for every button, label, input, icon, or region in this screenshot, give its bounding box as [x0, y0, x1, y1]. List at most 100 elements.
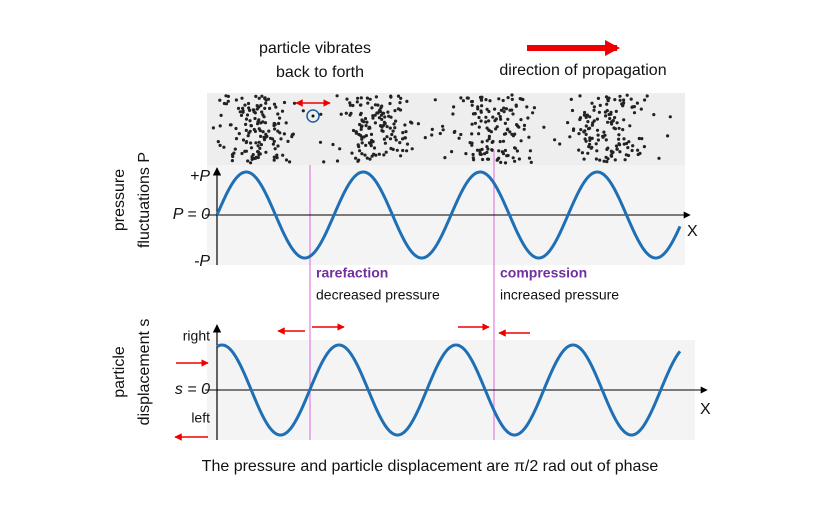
particle: [584, 115, 588, 119]
particle: [487, 109, 491, 114]
particle: [264, 135, 268, 139]
particle: [383, 115, 387, 119]
particle: [553, 138, 557, 142]
particle: [369, 132, 374, 136]
particle: [239, 113, 244, 117]
particle: [652, 113, 656, 117]
particle: [398, 101, 402, 105]
particle: [226, 99, 230, 103]
particle: [433, 98, 437, 102]
particle: [500, 150, 504, 154]
particle: [613, 127, 618, 131]
particle: [368, 157, 372, 161]
particle: [399, 154, 403, 158]
particle: [245, 113, 250, 117]
vibrate-label: back to forth: [276, 64, 364, 81]
particle: [251, 108, 255, 112]
particle: [254, 94, 258, 98]
particle: [394, 138, 398, 142]
tick-label: s = 0: [175, 381, 210, 398]
particle: [621, 128, 625, 132]
particle: [614, 109, 618, 113]
particle: [521, 97, 525, 102]
particle: [632, 105, 637, 109]
y-label: pressure: [111, 169, 128, 231]
particle: [273, 127, 277, 131]
particle: [515, 123, 519, 127]
particle: [318, 140, 323, 144]
particle: [238, 110, 242, 114]
particle: [618, 150, 622, 154]
particle: [626, 146, 630, 150]
particle: [367, 126, 371, 130]
particle: [249, 146, 254, 150]
particle: [377, 116, 381, 120]
particle: [468, 141, 472, 145]
particle: [604, 138, 608, 142]
particle: [470, 132, 474, 136]
particle: [391, 129, 395, 133]
particle: [249, 141, 253, 145]
particle: [360, 141, 364, 145]
particle: [395, 148, 399, 152]
particle: [218, 98, 222, 102]
particle: [348, 113, 352, 117]
particle: [501, 98, 505, 103]
particle: [584, 132, 588, 136]
particle: [272, 155, 276, 159]
particle: [632, 111, 637, 115]
particle: [625, 93, 629, 97]
particle: [525, 105, 529, 109]
particle: [580, 151, 585, 155]
particle: [480, 104, 484, 108]
particle: [615, 121, 619, 125]
particle: [452, 130, 456, 134]
particle: [246, 159, 250, 163]
particle: [263, 106, 267, 110]
particle: [611, 119, 615, 123]
particle: [584, 124, 588, 128]
particle: [522, 123, 527, 127]
particle: [470, 143, 474, 147]
particle: [262, 138, 267, 142]
particle: [234, 137, 239, 141]
particle: [510, 97, 514, 101]
particle: [605, 102, 609, 106]
particle: [514, 103, 518, 107]
particle: [459, 132, 463, 137]
particle: [228, 123, 232, 127]
particle: [490, 140, 494, 144]
particle: [497, 156, 501, 160]
particle: [272, 121, 276, 126]
particle: [381, 111, 385, 115]
particle: [230, 159, 234, 163]
particle: [452, 105, 456, 109]
particle: [403, 136, 407, 140]
particle: [248, 108, 252, 112]
particle: [570, 108, 575, 113]
particle: [374, 95, 378, 99]
particle: [416, 122, 420, 126]
particle: [473, 121, 477, 125]
particle: [595, 128, 600, 132]
particle: [259, 121, 263, 125]
particle: [519, 139, 523, 143]
particle: [260, 94, 264, 98]
particle: [579, 128, 583, 132]
particle: [393, 135, 397, 139]
particle: [253, 129, 257, 133]
particle: [354, 130, 358, 134]
particle: [273, 147, 277, 151]
particle: [244, 128, 248, 132]
particle: [278, 116, 282, 120]
particle: [668, 115, 672, 119]
particle: [371, 140, 375, 144]
particle: [365, 96, 369, 100]
particle: [485, 145, 489, 149]
particle: [249, 161, 253, 165]
particle: [335, 159, 340, 163]
particle: [477, 132, 481, 136]
particle: [595, 117, 600, 121]
particle: [301, 109, 305, 113]
